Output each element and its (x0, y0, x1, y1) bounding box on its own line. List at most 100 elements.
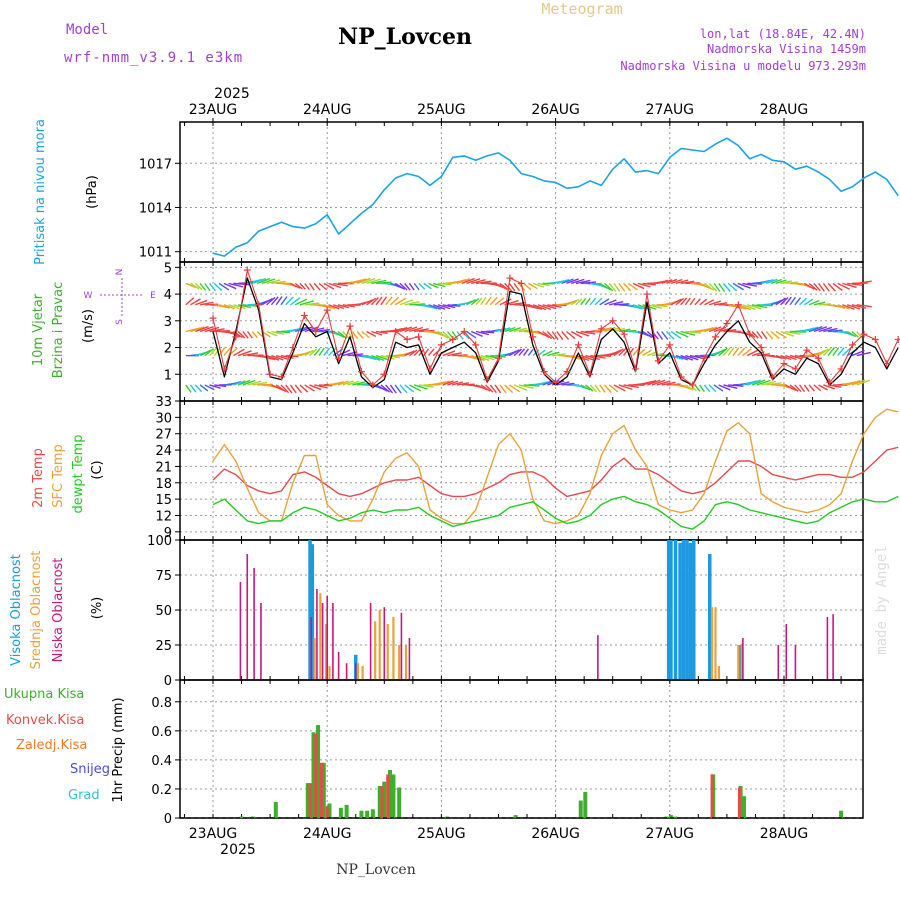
compass-e: E (150, 291, 156, 301)
wind-gust-marker (517, 279, 525, 287)
wind-arrow (685, 354, 699, 361)
wind-arrow (818, 384, 828, 391)
wind-arrow (447, 352, 462, 357)
wind-arrow (489, 296, 498, 306)
wind-arrow (799, 384, 806, 393)
wind-arrow (451, 331, 459, 340)
low-cloud-bar (310, 617, 313, 680)
wind-arrow (204, 326, 220, 333)
y-tick-label: 2 (164, 342, 172, 357)
year-label-bottom: 2025 (220, 842, 256, 858)
wind-arrow (528, 304, 543, 310)
wind-gust-marker (529, 333, 537, 341)
wind-gust-marker (403, 336, 411, 344)
wind-arrow (727, 347, 735, 356)
wind-arrow (580, 384, 591, 391)
wind-arrow (328, 304, 340, 310)
wind-gust-marker (689, 381, 697, 389)
wind-arrow (713, 282, 721, 292)
wind-arrow (847, 282, 863, 286)
total-precip-bar (250, 816, 255, 818)
wind-arrow (608, 282, 617, 292)
wind-arrow (508, 349, 520, 357)
wind-arrow (552, 353, 566, 357)
wind-arrow (804, 282, 815, 290)
wind-arrow (661, 381, 676, 386)
wind-arrow (685, 330, 702, 334)
wind-arrow (409, 326, 423, 333)
wind-arrow (304, 302, 320, 306)
wind-gust-marker (609, 317, 617, 325)
conv-precip-bar (737, 787, 741, 818)
wind-arrow (827, 282, 836, 292)
wind-arrow (784, 296, 792, 306)
wind-arrow (546, 331, 556, 340)
wind-arrow (485, 384, 494, 393)
high-cloud-bar (738, 645, 743, 680)
dewpoint-line (212, 495, 899, 530)
day-label-top: 23AUG (189, 102, 238, 118)
wind-arrow (466, 278, 481, 285)
compass-n: N (115, 269, 125, 276)
mid-cloud-bar (361, 666, 364, 680)
wind-arrow (561, 331, 570, 340)
precip-title-1: Ukupna Kisa (4, 687, 84, 702)
wind-arrow (837, 282, 850, 290)
wind-arrow (242, 331, 249, 339)
low-cloud-bar (400, 612, 403, 680)
wind-arrow (380, 384, 391, 393)
low-cloud-bar (785, 624, 788, 680)
wind-arrow (556, 278, 570, 285)
y-tick-label: 0 (164, 812, 172, 827)
wind-arrow (775, 354, 787, 360)
wind-arrow (394, 326, 408, 333)
wind-arrow (727, 282, 738, 292)
wind-arrow (480, 384, 491, 392)
low-cloud-bar (777, 645, 780, 680)
wind-arrow (489, 384, 497, 394)
precip-title-3: Zaledj.Kisa (16, 738, 87, 753)
wind-arrow (375, 296, 383, 306)
wind-arrow (647, 379, 661, 386)
wind-arrow (665, 331, 675, 340)
wind-gust-marker (894, 336, 900, 344)
wind-arrow (846, 304, 861, 310)
low-cloud-bar (246, 554, 249, 680)
wind-arrow (585, 354, 600, 361)
wind-arrow (808, 384, 815, 392)
wind-arrow (228, 282, 244, 288)
high-cloud-bar (673, 540, 678, 680)
wind-arrow (594, 384, 601, 393)
wind-arrow (775, 330, 787, 339)
wind-arrow (385, 354, 400, 359)
y-tick-label: 0.4 (151, 754, 172, 769)
total-precip-bar (839, 810, 844, 818)
wind-gust-marker (563, 368, 571, 376)
wind-gust-marker (597, 325, 605, 333)
wind-arrow (832, 304, 846, 309)
wind-gust-marker (392, 328, 400, 335)
wind-arrow (818, 326, 833, 333)
y-tick-label: 24 (155, 444, 172, 459)
wind-arrow (333, 304, 345, 310)
wind-arrow (504, 384, 514, 394)
wind-arrow (466, 299, 476, 306)
wind-arrow (318, 282, 328, 291)
wind-gust-marker (711, 333, 719, 341)
wind-arrow (433, 282, 446, 288)
wind-arrow (199, 301, 214, 306)
wind-arrow (794, 384, 802, 393)
sfc-temp-title: SFC Temp (51, 444, 66, 508)
wind-arrow (770, 354, 783, 360)
total-precip-bar (583, 791, 588, 818)
day-label-top: 28AUG (760, 102, 809, 118)
wind-arrow (499, 282, 510, 291)
wind-arrow (851, 349, 865, 357)
wind-arrow (342, 331, 350, 340)
wind-arrow (723, 328, 737, 333)
wind-arrow (237, 330, 246, 339)
wind-arrow (456, 382, 470, 386)
wind-arrow (318, 347, 325, 356)
wind-arrow (680, 330, 696, 336)
wind-arrow (808, 299, 820, 306)
